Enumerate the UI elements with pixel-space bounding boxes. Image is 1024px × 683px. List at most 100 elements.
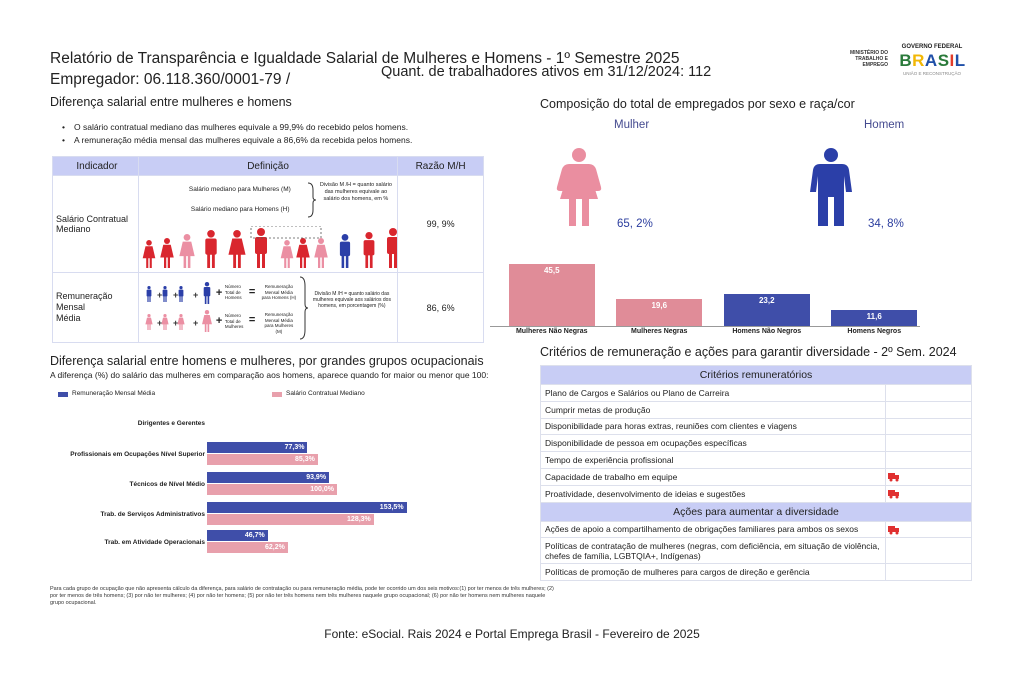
criteria-check-cell bbox=[885, 520, 972, 539]
criteria-label: Plano de Cargos e Salários ou Plano de C… bbox=[540, 384, 886, 402]
indicator-table: Indicador Definição Razão M/H Salário Co… bbox=[52, 156, 484, 343]
plus-sign: + bbox=[173, 290, 178, 300]
woman-figure-icon bbox=[161, 314, 169, 330]
criteria-check-cell bbox=[885, 467, 972, 486]
group-bar: 77,3% bbox=[207, 442, 308, 453]
bar-category-label: Homens Negros bbox=[847, 328, 902, 335]
group-bar: 85,3% bbox=[207, 454, 318, 465]
bar-category-label: Mulheres Negras bbox=[631, 328, 688, 335]
truck-icon bbox=[888, 473, 899, 482]
man-figure-icon bbox=[386, 228, 397, 268]
group-bar: 128,3% bbox=[207, 514, 374, 525]
def-total-women: Número Total de Mulheres bbox=[224, 313, 244, 329]
median-marker bbox=[250, 226, 322, 239]
group-bar: 46,7% bbox=[207, 530, 268, 541]
composition-title: Composição do total de empregados por se… bbox=[540, 97, 855, 111]
remuneration-header: Critérios remuneratórios bbox=[540, 365, 972, 385]
criteria-row: Cumprir metas de produção bbox=[540, 400, 972, 419]
criteria-check-cell bbox=[885, 537, 972, 565]
criteria-row: Políticas de promoção de mulheres para c… bbox=[540, 563, 972, 582]
plus-sign: + bbox=[215, 315, 223, 327]
plus-sign: + bbox=[215, 287, 223, 299]
group-bar-label: 128,3% bbox=[347, 516, 371, 523]
criteria-label: Cumprir metas de produção bbox=[540, 400, 886, 419]
man-figure-icon bbox=[146, 286, 152, 302]
woman-figure-icon bbox=[280, 240, 294, 268]
groups-subtitle: A diferença (%) do salário das mulheres … bbox=[50, 370, 489, 380]
legend-swatch bbox=[272, 392, 282, 397]
bar-category-label: Mulheres Não Negras bbox=[515, 328, 588, 335]
group-bar-label: 93,9% bbox=[306, 474, 327, 481]
group-label: Profissionais em Ocupações Nível Superio… bbox=[70, 451, 205, 458]
plus-sign: + bbox=[157, 290, 162, 300]
bar-category-label: Homens Não Negros bbox=[732, 328, 802, 335]
group-bar-label: 100,0% bbox=[310, 486, 334, 493]
truck-icon bbox=[888, 490, 899, 499]
bar-value-label: 19,6 bbox=[651, 301, 668, 311]
women-label: Mulher bbox=[614, 119, 650, 131]
man-figure-icon bbox=[203, 282, 211, 304]
criteria-label: Disponibilidade para horas extras, reuni… bbox=[540, 417, 886, 436]
group-bar: 100,0% bbox=[207, 484, 337, 495]
groups-title: Diferença salarial entre homens e mulher… bbox=[50, 354, 484, 368]
composition-bar: 19,6 bbox=[616, 299, 703, 326]
chart-baseline bbox=[490, 326, 920, 327]
criteria-row: Capacidade de trabalho em equipe bbox=[540, 467, 972, 486]
indicator-average: Remuneração Mensal Média bbox=[52, 272, 139, 343]
group-label: Dirigentes e Gerentes bbox=[137, 420, 205, 427]
truck-icon bbox=[888, 525, 899, 535]
group-bar-label: 46,7% bbox=[244, 532, 265, 539]
ratio-median: 99, 9% bbox=[397, 175, 484, 273]
criteria-row: Disponibilidade de pessoa em ocupações e… bbox=[540, 434, 972, 453]
plus-sign: + bbox=[173, 318, 178, 328]
brasil-letter: S bbox=[937, 51, 949, 70]
definition-median: Salário mediano para Mulheres (M) Salári… bbox=[137, 175, 399, 273]
bullet-item: A remuneração média mensal das mulheres … bbox=[62, 134, 412, 147]
woman-figure-icon bbox=[145, 314, 153, 330]
groups-note: Para cada grupo de ocupação que não apre… bbox=[50, 586, 554, 606]
man-figure-icon bbox=[254, 228, 267, 268]
bar-value-label: 45,5 bbox=[543, 266, 560, 276]
criteria-row: Ações de apoio a compartilhamento de obr… bbox=[540, 520, 972, 539]
group-label: Trab. em Atividade Operacionais bbox=[104, 539, 205, 546]
brasil-letter: R bbox=[912, 51, 924, 70]
woman-figure-icon bbox=[296, 238, 310, 268]
brasil-letter: I bbox=[949, 51, 955, 70]
equals-sign: = bbox=[248, 314, 256, 326]
def-men-median: Salário mediano para Homens (H) bbox=[190, 206, 290, 213]
men-percentage: 34, 8% bbox=[868, 218, 904, 230]
people-row-icon bbox=[142, 226, 397, 268]
criteria-row: Proatividade, desenvolvimento de ideias … bbox=[540, 484, 972, 503]
criteria-check-cell bbox=[885, 563, 972, 582]
plus-sign: + bbox=[193, 290, 198, 300]
criteria-check-cell bbox=[885, 484, 972, 503]
criteria-table: Critérios remuneratórios Plano de Cargos… bbox=[540, 365, 972, 582]
women-percentage: 65, 2% bbox=[617, 218, 653, 230]
criteria-label: Ações de apoio a compartilhamento de obr… bbox=[540, 520, 886, 539]
men-label: Homem bbox=[864, 119, 905, 131]
criteria-label: Capacidade de trabalho em equipe bbox=[540, 467, 886, 486]
salary-diff-bullets: O salário contratual mediano das mulhere… bbox=[62, 121, 412, 147]
indicator-median: Salário Contratual Mediano bbox=[52, 175, 139, 273]
government-logo-text: GOVERNO FEDERAL bbox=[901, 44, 963, 50]
plus-sign: + bbox=[193, 318, 198, 328]
def-rem-women: Remuneração Mensal Média para Mulheres (… bbox=[264, 312, 294, 334]
criteria-label: Tempo de experiência profissional bbox=[540, 451, 886, 469]
bar-value-label: 23,2 bbox=[758, 296, 775, 306]
def-text-average: Divisão M /H = quanto salário das mulher… bbox=[312, 291, 391, 309]
legend-swatch bbox=[58, 392, 68, 397]
indicator-average-label: Remuneração Mensal Média bbox=[56, 291, 113, 323]
def-total-men: Número Total de Homens bbox=[224, 284, 242, 300]
group-bar: 62,2% bbox=[207, 542, 288, 553]
criteria-check-cell bbox=[885, 451, 972, 469]
woman-icon bbox=[556, 148, 602, 226]
union-text: UNIÃO E RECONSTRUÇÃO bbox=[902, 71, 961, 76]
active-workers: Quant. de trabalhadores ativos em 31/12/… bbox=[381, 64, 712, 80]
woman-figure-icon bbox=[160, 238, 174, 268]
woman-figure-icon bbox=[228, 230, 246, 268]
group-bar-label: 153,5% bbox=[379, 504, 404, 511]
criteria-label: Proatividade, desenvolvimento de ideias … bbox=[540, 484, 886, 503]
group-bar-label: 77,3% bbox=[284, 444, 305, 451]
